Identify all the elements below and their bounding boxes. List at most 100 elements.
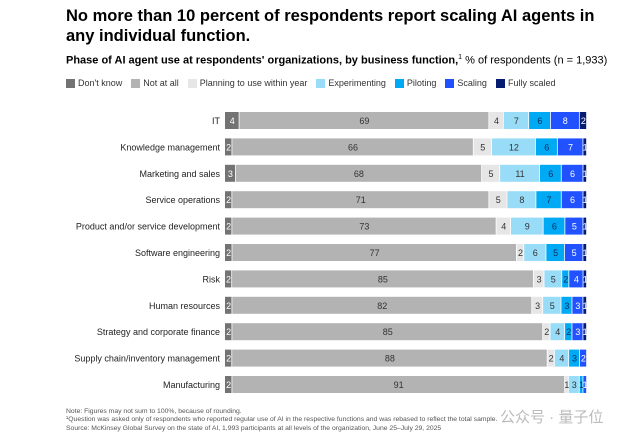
data-label: 1 [579,380,584,390]
legend-label: Not at all [143,78,179,88]
data-label: 6 [570,169,575,179]
data-label: 2 [226,142,231,152]
bar-segment [225,376,232,393]
bar-segment [532,296,543,314]
data-label: 5 [572,222,577,232]
bar-segment [561,191,583,209]
bar-segment [536,191,561,209]
bar-segment [225,191,232,209]
bar-segment [489,191,507,209]
bar-segment [232,376,565,393]
bar-segment [516,244,524,261]
data-label: 5 [489,169,494,179]
chart-subtitle: Phase of AI agent use at respondents' or… [66,54,607,67]
bar-segment [583,376,587,393]
legend-label: Planning to use within year [199,78,308,88]
bar-segment [550,323,565,341]
data-label: 6 [533,248,538,258]
bar-segment [535,138,557,156]
bar-segment [572,323,583,341]
bar-segment [496,217,511,235]
bar-segment [232,138,473,156]
legend-item: Experimenting [316,78,386,88]
bar-segment [225,217,232,235]
legend-swatch [131,78,141,88]
bar-segment [565,323,572,341]
data-label: 6 [552,222,557,232]
legend-item: Don't know [66,78,122,88]
subtitle-rest: % of respondents (n = 1,933) [462,54,608,67]
data-label: 6 [544,142,549,152]
bar-segment [225,270,232,288]
data-label: 5 [550,301,555,311]
data-label: 88 [385,354,395,364]
data-label: 66 [348,142,358,152]
bar-segment [500,164,540,182]
bar-segment [565,217,583,235]
legend-label: Piloting [406,78,437,88]
bar-segment [225,138,232,156]
data-label: 3 [535,301,540,311]
category-label: Service operations [145,195,220,205]
bar-segment [565,376,568,393]
bar-segment [583,270,587,288]
data-label: 12 [509,142,519,152]
category-label: Manufacturing [163,380,220,390]
bar-segment [473,138,492,156]
bar-segment [583,323,587,341]
bar-segment [547,349,554,367]
data-label: 1 [583,327,588,337]
data-label: 4 [555,327,560,337]
data-label: 2 [226,327,231,337]
bar-segment [579,349,587,367]
bar-segment [225,244,232,261]
bar-segment [239,112,489,129]
data-label: 68 [354,169,364,179]
category-label: Knowledge management [120,142,220,152]
data-label: 11 [515,169,524,179]
data-label: 5 [496,195,501,205]
bar-segment [579,112,587,129]
data-label: 2 [549,354,554,364]
bar-segment [232,244,517,261]
data-label: 1 [583,380,588,390]
note-source: Source: McKinsey Global Survey on the st… [66,424,442,432]
legend-swatch [316,78,326,88]
bar-segment [583,296,587,314]
data-label: 3 [575,301,580,311]
bar-segment [572,296,583,314]
bar-segment [546,244,565,261]
note-rounding: Note: Figures may not sum to 100%, becau… [66,408,242,415]
category-label: Risk [203,274,221,284]
legend-label: Scaling [457,78,487,88]
footnote-marker: 1 [458,54,463,61]
bar-segment [539,164,561,182]
data-label: 6 [548,169,553,179]
data-label: 2 [226,380,231,390]
bar-segment [583,138,587,156]
category-label: Product and/or service development [76,222,221,232]
bar-segment [232,191,489,209]
bar-segment [583,191,587,209]
category-label: Supply chain/inventory management [74,354,220,364]
notes: Note: Figures may not sum to 100%, becau… [66,408,497,433]
data-label: 1 [564,380,569,390]
data-label: 3 [228,169,233,179]
bar-segment [543,323,550,341]
data-label: 85 [378,274,388,284]
bar-segment [543,217,565,235]
data-label: 7 [546,195,551,205]
data-label: 1 [583,301,588,311]
data-label: 85 [383,327,393,337]
legend-swatch [445,78,455,88]
bar-segment [489,112,503,129]
bar-segment [564,244,583,261]
bar-segment [569,349,580,367]
data-label: 3 [572,380,577,390]
bar-segment [583,217,587,235]
data-label: 6 [537,116,542,126]
data-label: 1 [583,169,588,179]
bar-segment [225,323,232,341]
bar-segment [235,164,482,182]
legend-item: Piloting [394,78,437,88]
